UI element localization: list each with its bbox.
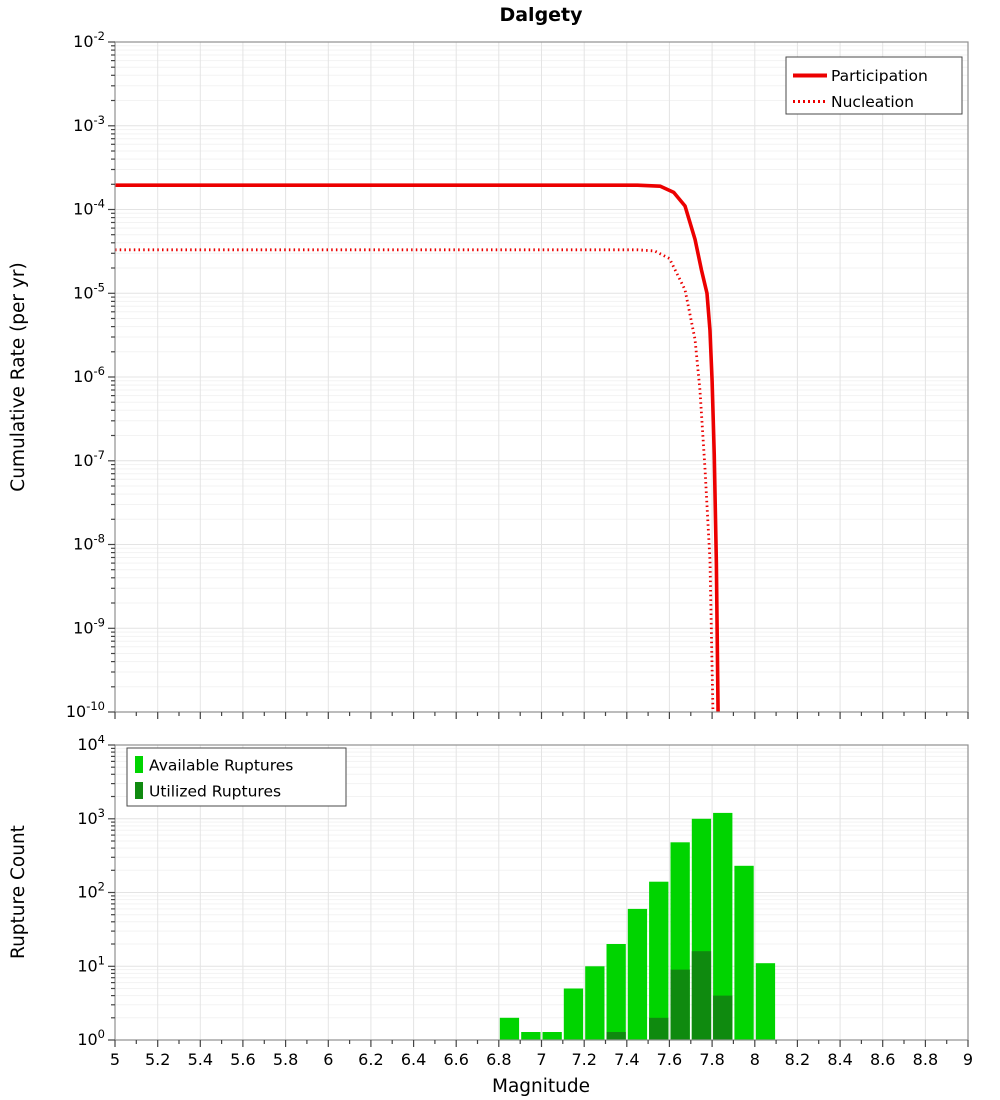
tick-marks bbox=[108, 41, 969, 719]
x-tick-label: 5.4 bbox=[188, 1050, 213, 1069]
y-tick-label: 10-3 bbox=[73, 113, 105, 135]
legend-label-utilized: Utilized Ruptures bbox=[149, 783, 281, 801]
y-tick-label: 103 bbox=[77, 806, 105, 828]
legend-box bbox=[785, 56, 963, 115]
y-tick-label: 100 bbox=[77, 1027, 105, 1049]
top-y-axis-label: Cumulative Rate (per yr) bbox=[8, 262, 29, 491]
bar bbox=[499, 1017, 520, 1040]
legend-label-participation: Participation bbox=[831, 67, 928, 85]
y-tick-label: 10-10 bbox=[66, 699, 105, 721]
bar bbox=[734, 865, 754, 1040]
series-layer bbox=[115, 183, 720, 712]
bar bbox=[627, 908, 648, 1040]
y-tick-label: 10-9 bbox=[73, 615, 105, 637]
x-tick-label: 6.4 bbox=[401, 1050, 426, 1069]
x-tick-label: 7.2 bbox=[571, 1050, 596, 1069]
y-tick-labels: 10-10 10-9 10-8 10-7 10-6 10-5 10-4 10-3 10-2 bbox=[66, 29, 105, 721]
bottom-y-axis-label: Rupture Count bbox=[8, 825, 29, 959]
tick-marks bbox=[108, 744, 969, 1047]
x-tick-label: 5.8 bbox=[273, 1050, 298, 1069]
x-tick-label: 5.2 bbox=[145, 1050, 170, 1069]
y-tick-label: 10-5 bbox=[73, 280, 105, 302]
bar bbox=[563, 988, 584, 1040]
bar bbox=[521, 1032, 541, 1040]
x-tick-label: 8 bbox=[750, 1050, 760, 1069]
y-tick-label: 102 bbox=[77, 880, 105, 902]
bar bbox=[649, 1017, 669, 1040]
cumulative-rate-chart: 10-10 10-9 10-8 10-7 10-6 10-5 10-4 10-3 10-2 Da… bbox=[8, 4, 969, 721]
y-tick-label: 10-6 bbox=[73, 364, 105, 386]
y-tick-label: 101 bbox=[77, 953, 105, 975]
available-ruptures-swatch bbox=[135, 756, 143, 773]
series-layer bbox=[499, 812, 776, 1040]
x-tick-label: 6.6 bbox=[443, 1050, 468, 1069]
x-tick-label: 7.4 bbox=[614, 1050, 639, 1069]
participation-line bbox=[115, 183, 720, 712]
major-gridlines bbox=[114, 41, 969, 713]
x-tick-label: 8.4 bbox=[827, 1050, 852, 1069]
chart-title: Dalgety bbox=[499, 4, 583, 26]
bar bbox=[755, 963, 776, 1040]
x-tick-label: 5 bbox=[110, 1050, 120, 1069]
bar bbox=[606, 1032, 626, 1040]
x-tick-label: 6 bbox=[323, 1050, 333, 1069]
bar bbox=[585, 966, 605, 1040]
y-tick-label: 10-7 bbox=[73, 448, 105, 470]
x-tick-label: 7.6 bbox=[657, 1050, 682, 1069]
x-tick-label: 8.6 bbox=[870, 1050, 895, 1069]
top-legend: Participation Nucleation bbox=[785, 56, 963, 115]
x-tick-label: 5.6 bbox=[230, 1050, 255, 1069]
bottom-legend: Available Ruptures Utilized Ruptures bbox=[126, 747, 347, 807]
x-tick-label: 6.8 bbox=[486, 1050, 511, 1069]
rupture-count-chart: 100 101 102 103 104 5 5.2 5.4 5.6 5.8 6 6.2 6.4 6.6 6.… bbox=[8, 735, 973, 1097]
y-tick-label: 104 bbox=[77, 735, 105, 754]
bar bbox=[670, 969, 690, 1040]
x-tick-label: 8.8 bbox=[913, 1050, 938, 1069]
x-axis-label: Magnitude bbox=[492, 1076, 590, 1097]
y-tick-labels: 100 101 102 103 104 bbox=[77, 735, 105, 1049]
y-tick-label: 10-4 bbox=[73, 197, 105, 219]
bar bbox=[713, 812, 733, 1040]
x-tick-label: 8.2 bbox=[785, 1050, 810, 1069]
x-tick-labels: 5 5.2 5.4 5.6 5.8 6 6.2 6.4 6.6 6.8 7 7.2 7.4 7.6 7.8 8… bbox=[110, 1050, 973, 1069]
x-tick-label: 7 bbox=[536, 1050, 546, 1069]
x-tick-label: 9 bbox=[963, 1050, 973, 1069]
legend-label-available: Available Ruptures bbox=[149, 757, 293, 775]
bar bbox=[691, 951, 712, 1040]
bar bbox=[606, 944, 626, 1040]
bar bbox=[649, 881, 669, 1040]
legend-label-nucleation: Nucleation bbox=[831, 93, 914, 111]
y-tick-label: 10-2 bbox=[73, 29, 105, 51]
y-tick-label: 10-8 bbox=[73, 532, 105, 554]
x-tick-label: 7.8 bbox=[699, 1050, 724, 1069]
bar bbox=[542, 1032, 562, 1040]
nucleation-line bbox=[115, 248, 715, 712]
legend-box bbox=[126, 747, 347, 807]
utilized-ruptures-bars bbox=[606, 951, 733, 1040]
top-plot-area: 10-10 10-9 10-8 10-7 10-6 10-5 10-4 10-3 10-2 bbox=[66, 29, 969, 721]
utilized-ruptures-swatch bbox=[135, 782, 143, 799]
x-tick-label: 6.2 bbox=[358, 1050, 383, 1069]
bar bbox=[713, 995, 733, 1040]
